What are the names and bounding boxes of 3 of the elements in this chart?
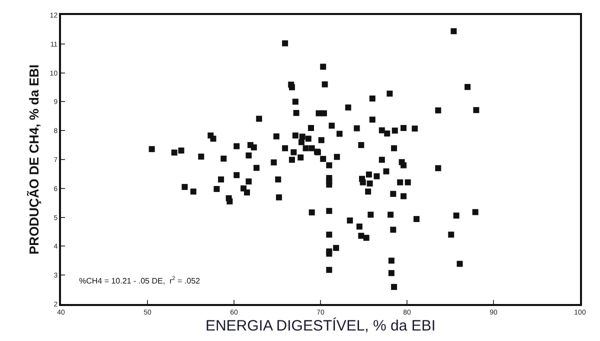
y-axis-title: PRODUÇÃO DE CH4, % da EBI	[26, 64, 42, 254]
x-axis-title: ENERGIA DIGESTÍVEL, % da EBI	[205, 316, 436, 334]
annotation: %CH4 = 10.21 - .05 DE, r$^{2}$ = .052	[79, 276, 201, 286]
